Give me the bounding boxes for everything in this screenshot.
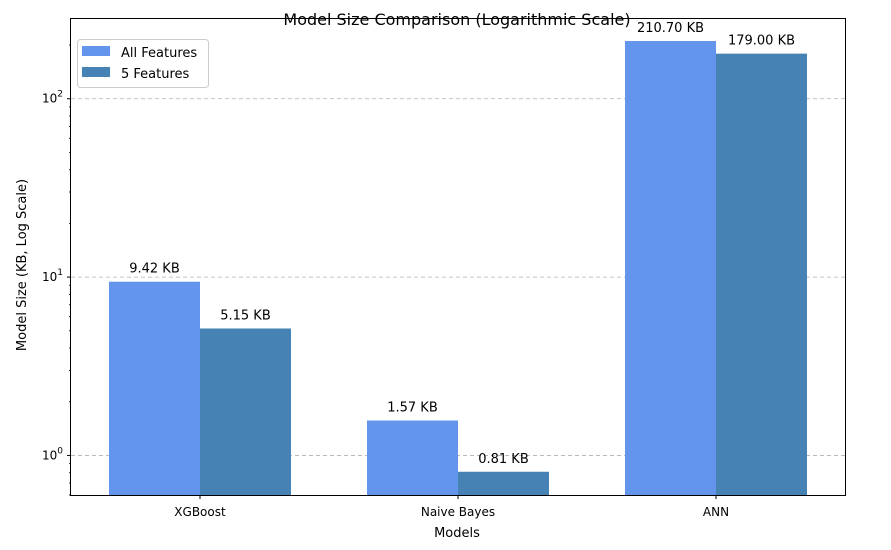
bar-value-label: 5.15 KB (220, 308, 271, 323)
bar (458, 471, 549, 495)
label-layer: 9.42 KB 5.15 KB 1.57 KB 0.81 KB 210.70 KB 179… (129, 21, 795, 467)
bar (716, 53, 807, 495)
y-tick-label: 100 (42, 446, 63, 462)
bar-value-label: 1.57 KB (387, 400, 438, 415)
legend-swatch (82, 46, 110, 56)
x-tick-label: XGBoost (174, 505, 226, 519)
bar-value-label: 210.70 KB (637, 21, 704, 36)
bar-value-label: 179.00 KB (728, 34, 795, 49)
bar-value-label: 9.42 KB (129, 262, 180, 277)
x-tick-label: Naive Bayes (421, 505, 495, 519)
y-tick-label: 102 (42, 90, 63, 106)
x-tick-label: ANN (703, 505, 729, 519)
legend-swatch (82, 67, 110, 77)
bar (200, 328, 291, 495)
chart-title: Model Size Comparison (Logarithmic Scale… (283, 10, 630, 29)
bar (367, 420, 458, 495)
y-axis-label: Model Size (KB, Log Scale) (15, 179, 30, 351)
bar (625, 41, 716, 495)
legend: All Features 5 Features (77, 39, 209, 88)
x-axis-label: Models (434, 526, 480, 541)
y-tick-label: 101 (42, 268, 63, 284)
legend-box (77, 39, 209, 88)
bar (109, 281, 200, 495)
tick-layer: 100 101 102 XGBoost Naive Bayes ANN (42, 44, 729, 519)
bar-layer (109, 41, 807, 495)
bar-value-label: 0.81 KB (478, 452, 529, 467)
legend-label: All Features (121, 46, 197, 61)
legend-label: 5 Features (121, 67, 190, 82)
